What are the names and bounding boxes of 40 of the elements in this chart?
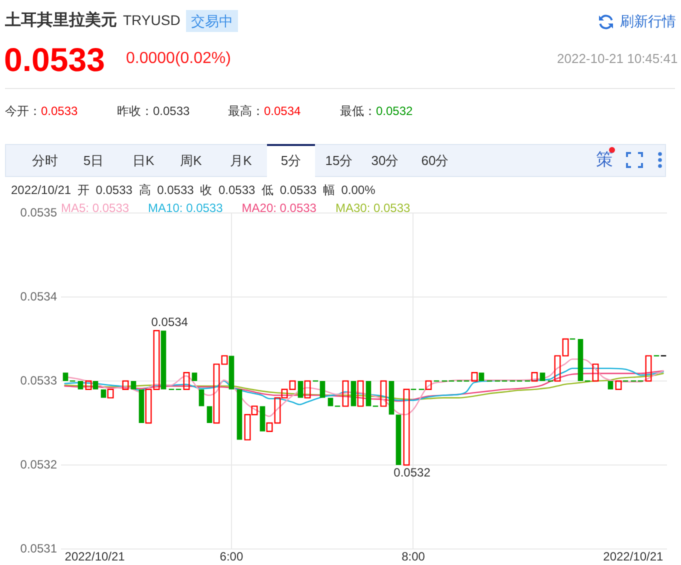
annotation: 0.0532 [394, 465, 431, 480]
text: 0.0533 [41, 104, 78, 118]
chart-title: 土耳其里拉美元 [5, 11, 117, 30]
text: 最低： [340, 104, 376, 118]
y-tick-label: 0.0531 [20, 541, 58, 556]
x-tick-label: 2022/10/21 [64, 550, 126, 564]
text: MA30: 0.0533 [335, 201, 410, 215]
text: 今开： [5, 104, 41, 118]
chart-subtitle: TRYUSD [123, 12, 180, 29]
y-tick-label: 0.0534 [20, 289, 58, 304]
text: 0.0533 [153, 104, 190, 118]
text: 0.0000(0.02%) [126, 49, 231, 68]
y-tick-label: 0.0535 [20, 205, 58, 220]
text: 5分 [280, 153, 302, 169]
x-tick-label: 8:00 [402, 550, 426, 564]
text: 5日 [83, 153, 104, 169]
text: 2022/10/21 开 0.0533 高 0.0533 收 0.0533 低 0.0533 幅 0.00% [11, 183, 376, 198]
text: 0.0532 [376, 104, 413, 118]
text: 60分 [421, 153, 449, 169]
x-tick-label: 2022/10/21 [603, 550, 664, 564]
y-tick-label: 0.0532 [20, 457, 58, 472]
text: 昨收： [117, 104, 153, 118]
y-tick-label: 0.0533 [20, 373, 58, 388]
text: 最高： [228, 104, 264, 118]
annotation: 0.0534 [151, 314, 188, 329]
text: 策 [596, 150, 613, 170]
text: 月K [230, 153, 252, 169]
text: MA5: 0.0533 [61, 201, 130, 215]
text: 2022-10-21 10:45:41 [557, 51, 678, 67]
text: 交易中 [186, 10, 238, 32]
text: MA10: 0.0533 [148, 201, 223, 215]
text: 周K [180, 153, 202, 169]
text: 30分 [371, 153, 399, 169]
text: MA20: 0.0533 [242, 201, 316, 215]
text: 日K [132, 153, 154, 169]
text: 分时 [32, 153, 58, 169]
text: 15分 [325, 153, 353, 169]
text: 0.0534 [264, 104, 301, 118]
x-tick-label: 6:00 [220, 550, 244, 564]
text: 刷新行情 [620, 13, 676, 30]
